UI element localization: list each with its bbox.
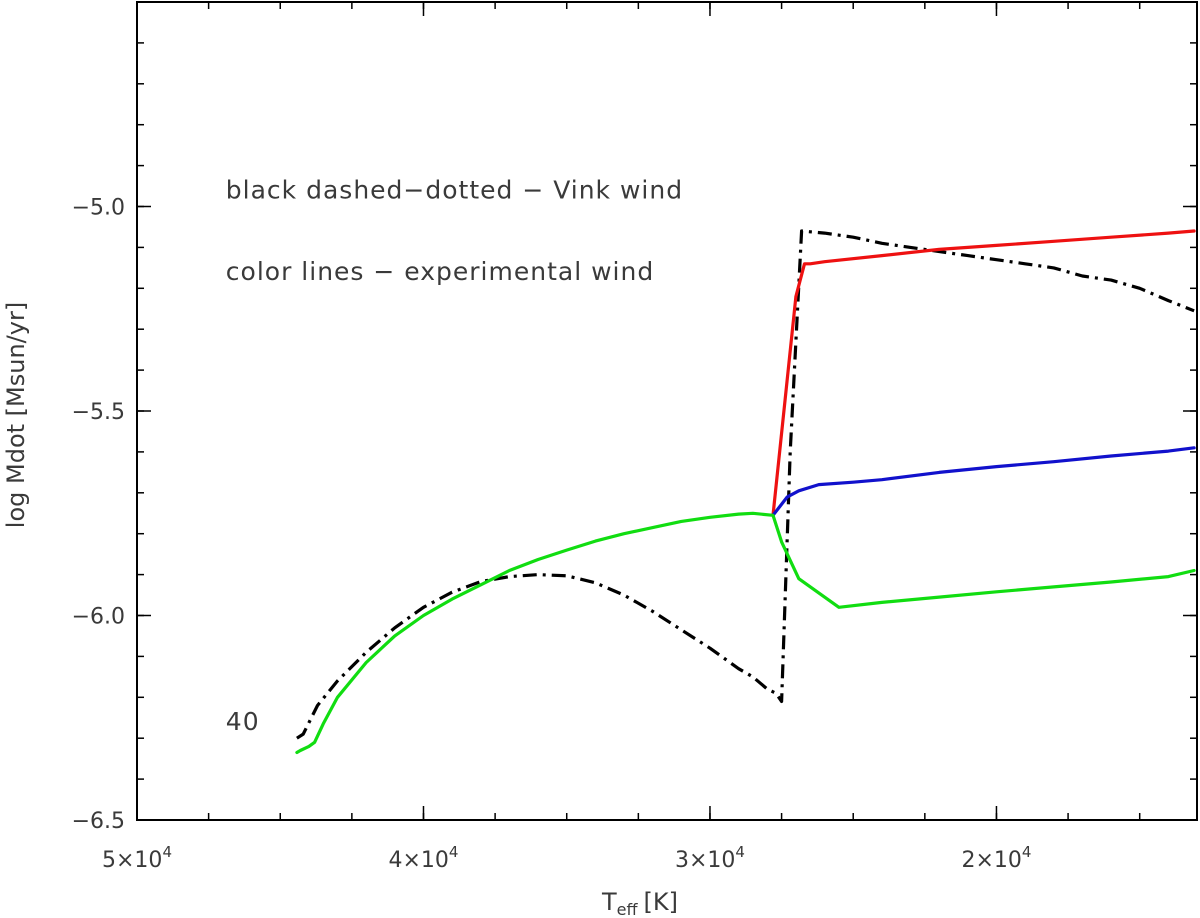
x-tick-label-exponent: 4	[162, 843, 172, 861]
x-tick-label-mantissa: 3×10	[675, 848, 735, 873]
y-tick-label: −6.0	[72, 605, 125, 630]
x-tick-label: 4×104	[388, 843, 458, 873]
x-axis-label-unit: [K]	[644, 888, 678, 916]
y-tick-label: −5.5	[72, 400, 125, 425]
x-tick-label-exponent: 4	[449, 843, 459, 861]
x-tick-label-exponent: 4	[1022, 843, 1032, 861]
series-line-experimental	[771, 229, 1196, 517]
annotation-layer: black dashed−dotted − Vink wind color lin…	[226, 175, 683, 736]
x-axis-label-subscript: eff	[617, 900, 639, 918]
annotation-text: 40	[226, 707, 260, 736]
x-tick-label-mantissa: 5×10	[102, 848, 162, 873]
x-tick-label: 5×104	[102, 843, 172, 873]
y-tick-label: −6.5	[72, 809, 125, 834]
y-axis-label: log Mdot [Msun/yr]	[2, 302, 30, 528]
series-line-experimental	[295, 511, 1196, 755]
annotation-text: color lines − experimental wind	[226, 257, 654, 286]
tick-layer	[136, 1, 1197, 821]
series-line-experimental	[771, 446, 1196, 517]
x-axis-label-main: T	[601, 888, 617, 916]
x-tick-label: 3×104	[675, 843, 745, 873]
y-tick-label: −5.0	[72, 196, 125, 221]
x-tick-label: 2×104	[961, 843, 1031, 873]
label-layer: 5×104 4×104 3×104 2×104−6.5−6.0−5.5−5.0	[72, 196, 1032, 874]
series-layer	[295, 229, 1196, 755]
x-axis-label: Teff [K]	[601, 888, 678, 918]
x-tick-label-mantissa: 4×10	[388, 848, 448, 873]
annotation-text: black dashed−dotted − Vink wind	[226, 175, 683, 204]
x-tick-label-mantissa: 2×10	[961, 848, 1021, 873]
series-line-vink	[296, 229, 1195, 740]
x-tick-label-exponent: 4	[735, 843, 745, 861]
